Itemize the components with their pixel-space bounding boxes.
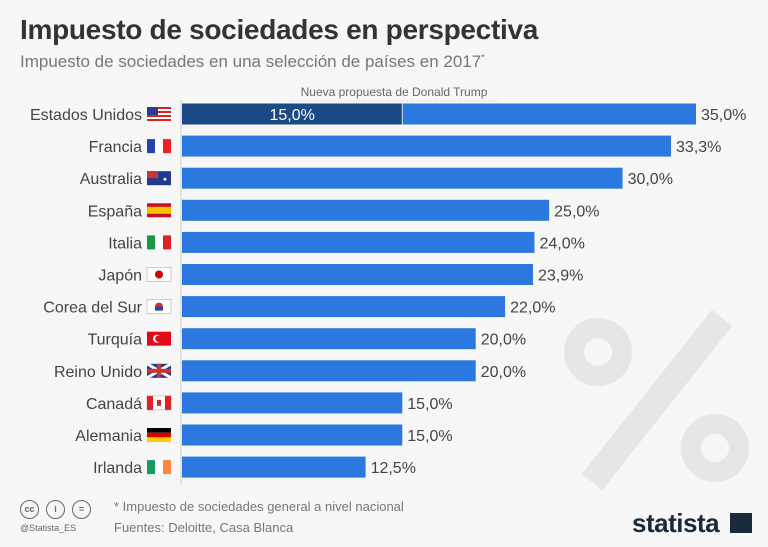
- percent-watermark-icon: [564, 318, 632, 386]
- bar: [182, 360, 476, 382]
- bar: [182, 328, 476, 350]
- bar: [182, 231, 535, 253]
- flag-band: [165, 395, 171, 410]
- highlight-value-label: 15,0%: [269, 107, 314, 124]
- category-label: Estados Unidos: [30, 107, 142, 124]
- flag-sun: [155, 270, 163, 279]
- flag-stripe: [147, 117, 171, 119]
- flag-stripe: [147, 119, 171, 121]
- category-label: España: [88, 203, 142, 220]
- sources: Fuentes: Deloitte, Casa Blanca: [114, 520, 294, 535]
- flag-band: [147, 428, 171, 433]
- value-label: 12,5%: [371, 460, 416, 477]
- flag-band: [155, 139, 163, 154]
- value-label: 20,0%: [481, 332, 526, 349]
- value-label: 23,9%: [538, 268, 583, 285]
- footnote: * Impuesto de sociedades general a nivel…: [114, 499, 404, 514]
- category-label: Irlanda: [93, 460, 142, 477]
- subtitle-text: Impuesto de sociedades en una selección …: [20, 52, 482, 71]
- category-label: Canadá: [86, 396, 142, 413]
- flag-band: [147, 235, 155, 250]
- statista-logo-mark-icon: [730, 513, 752, 533]
- category-label: Australia: [80, 171, 142, 188]
- subtitle-mark: *: [481, 52, 485, 63]
- statista-logo: statista: [632, 508, 720, 538]
- attribution-icon: i: [46, 500, 65, 519]
- bar: [182, 456, 366, 478]
- flag-band: [147, 206, 171, 214]
- flag-band: [147, 437, 171, 443]
- category-label: Reino Unido: [54, 364, 142, 381]
- percent-watermark-slash: [581, 309, 733, 491]
- value-label: 20,0%: [481, 364, 526, 381]
- value-label: 25,0%: [554, 203, 599, 220]
- category-label: Francia: [89, 139, 142, 156]
- flag-band: [155, 460, 163, 475]
- value-label: 15,0%: [407, 396, 452, 413]
- flag-band: [163, 235, 171, 250]
- flag-stripe: [147, 115, 171, 117]
- value-label: 15,0%: [407, 428, 452, 445]
- category-label: Turquía: [87, 332, 142, 349]
- flag-star: [163, 177, 167, 181]
- flag-stripe: [147, 111, 171, 113]
- value-label: 35,0%: [701, 107, 746, 124]
- flag-crescent-cut: [155, 335, 162, 342]
- no-derivatives-icon: =: [72, 500, 91, 519]
- value-label: 22,0%: [510, 300, 555, 317]
- flag-band: [147, 395, 153, 410]
- bar: [182, 199, 550, 221]
- flag-band: [147, 460, 155, 475]
- category-label: Corea del Sur: [43, 300, 142, 317]
- bar: [182, 264, 533, 285]
- bar: [182, 167, 623, 189]
- flag-stripe: [147, 109, 171, 111]
- percent-watermark-ring: [681, 414, 749, 482]
- flag-band: [147, 432, 171, 438]
- value-label: 30,0%: [628, 171, 673, 188]
- bar: [182, 392, 403, 414]
- category-label: Alemania: [75, 428, 142, 445]
- bar: [182, 424, 403, 446]
- category-label: Italia: [108, 235, 142, 252]
- flag-stripe: [147, 107, 171, 109]
- flag-cross: [147, 368, 171, 373]
- flag-band: [155, 235, 163, 250]
- highlight-bar: [182, 103, 403, 125]
- flag-taeguk-half: [155, 306, 163, 311]
- bar: [182, 135, 672, 157]
- category-label: Japón: [98, 268, 142, 285]
- flag-band: [147, 139, 155, 154]
- value-label: 33,3%: [676, 139, 721, 156]
- annotation-label: Nueva propuesta de Donald Trump: [301, 85, 488, 99]
- chart-title: Impuesto de sociedades en perspectiva: [20, 14, 538, 45]
- cc-icon: cc: [20, 500, 39, 519]
- value-label: 24,0%: [539, 235, 584, 252]
- flag-band: [163, 139, 171, 154]
- flag-leaf: [157, 399, 161, 406]
- flag-canton: [147, 171, 158, 179]
- bar: [182, 296, 506, 318]
- flag-band: [163, 460, 171, 475]
- flag-canton: [147, 107, 158, 115]
- chart-subtitle: Impuesto de sociedades en una selección …: [20, 52, 485, 72]
- social-handle: @Statista_ES: [20, 523, 77, 533]
- flag-stripe: [147, 113, 171, 115]
